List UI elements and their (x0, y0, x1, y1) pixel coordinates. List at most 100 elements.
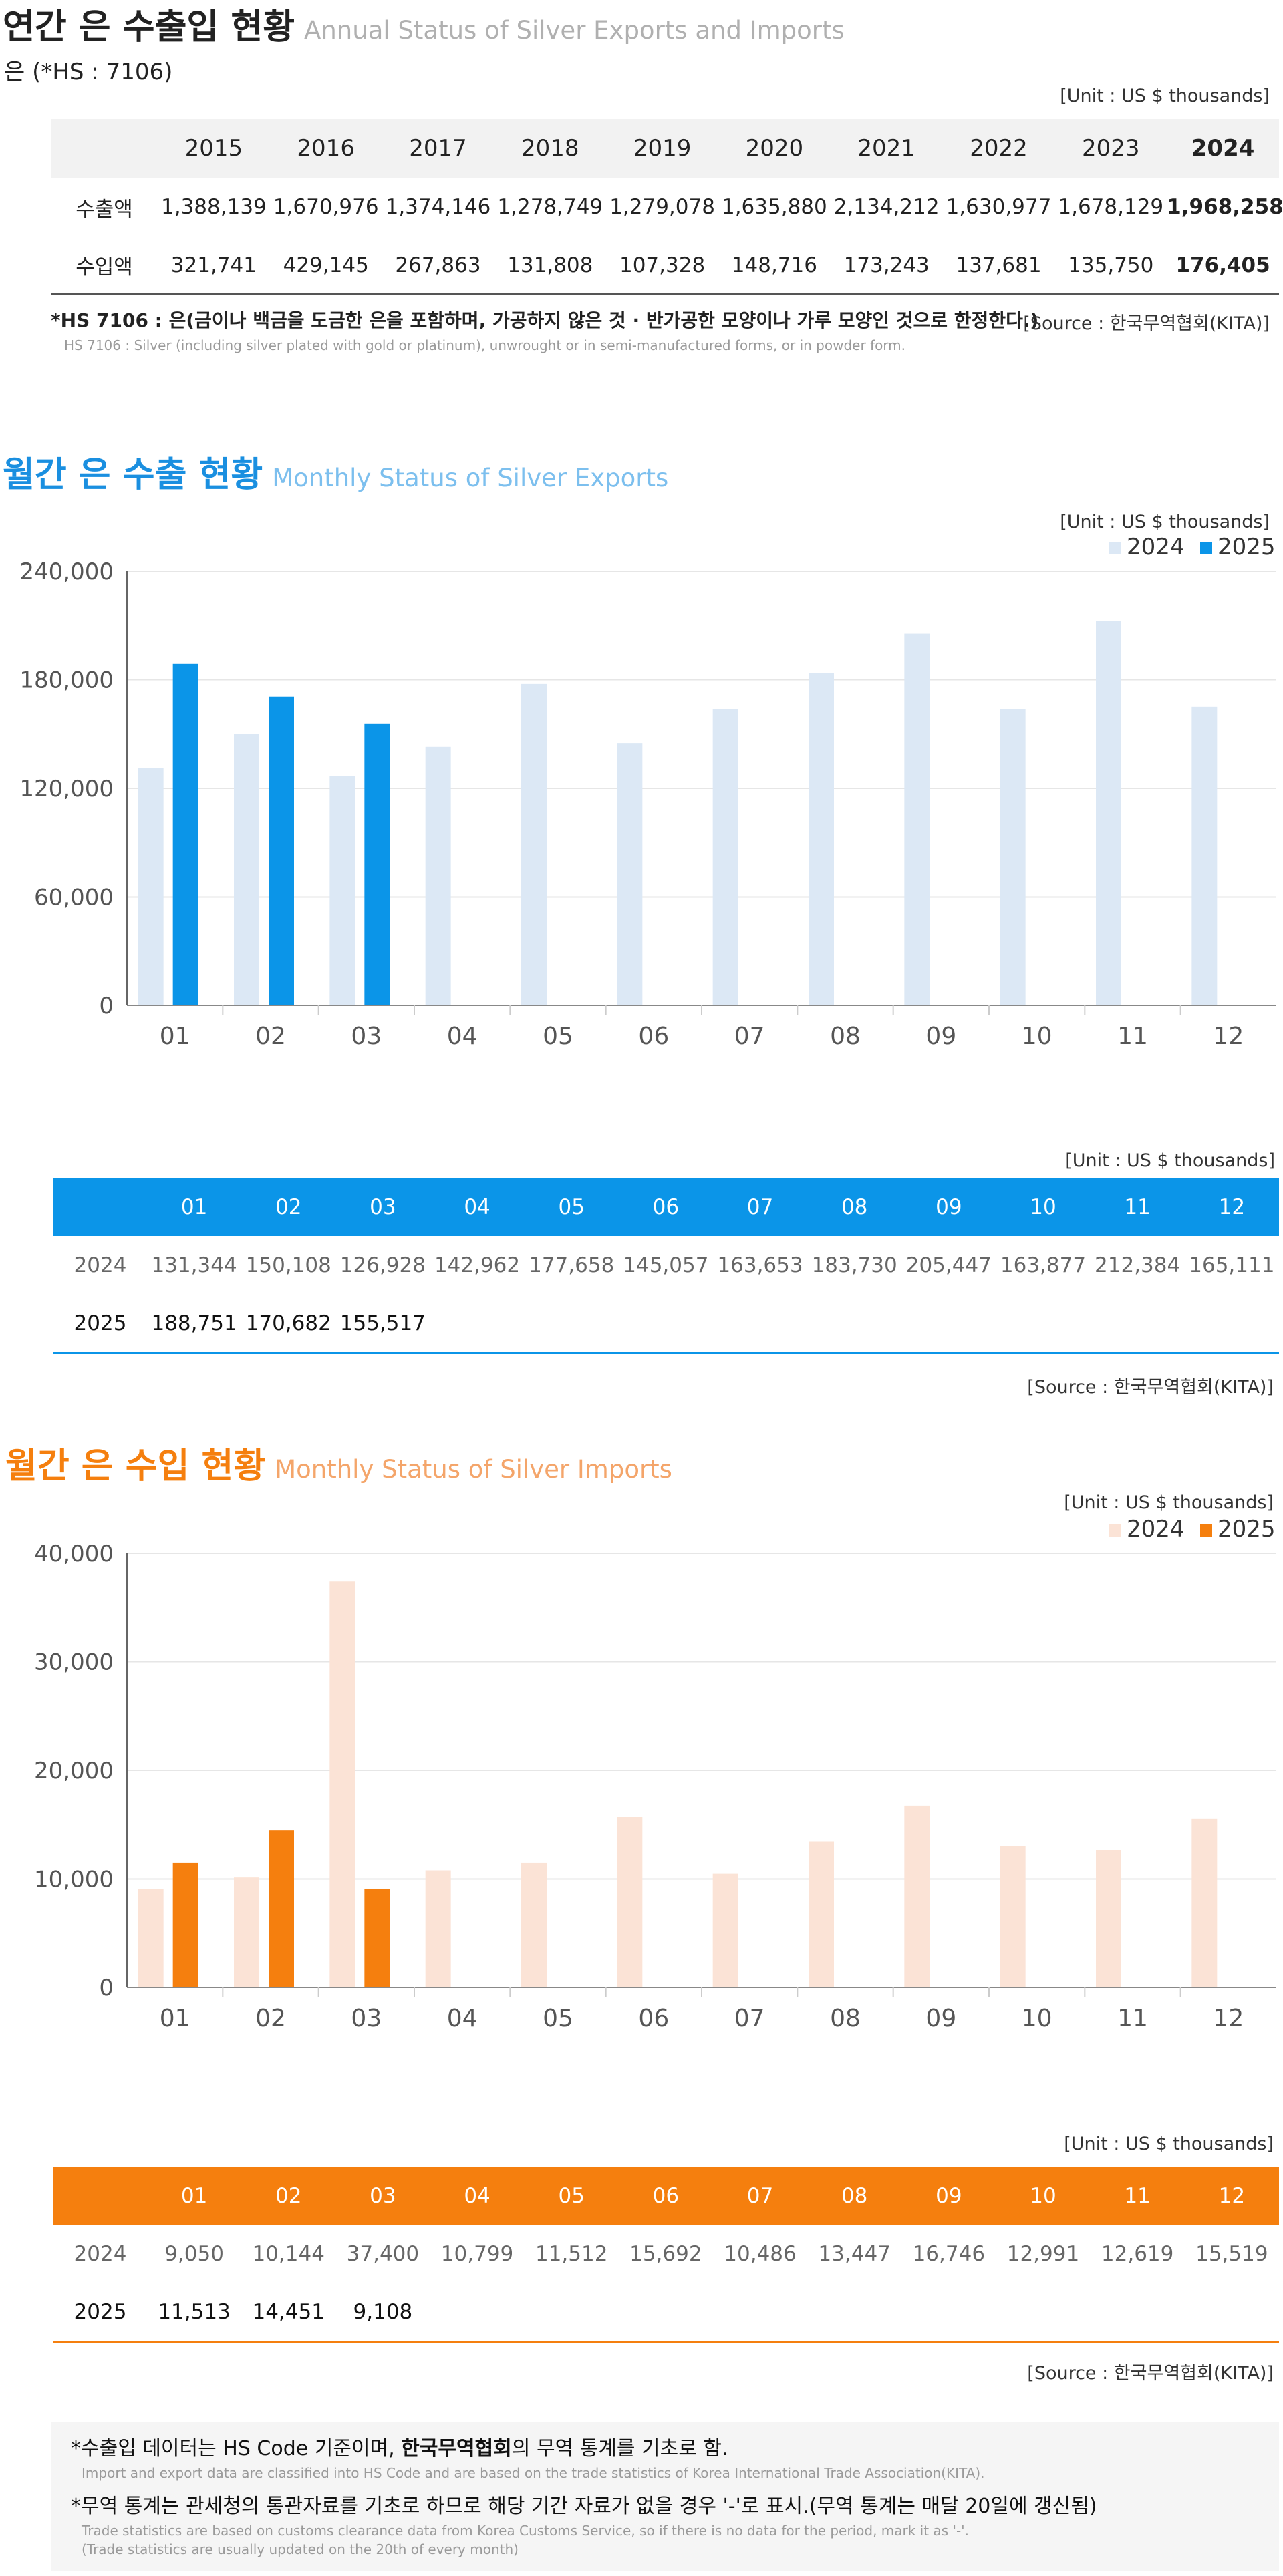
month-header: 10 (996, 1178, 1091, 1236)
table-cell: 11,513 (158, 2300, 231, 2324)
row-label: 2025 (74, 2300, 127, 2324)
table-cell: 16,746 (912, 2242, 986, 2266)
table-row: 2025 11,513 14,451 9,108 (53, 2283, 1279, 2342)
table-row: 2024 131,344 150,108 126,928 142,962 177,658 1… (53, 1236, 1279, 1295)
x-tick-label: 11 (1117, 2005, 1148, 2032)
year-header: 2017 (382, 119, 494, 178)
month-header: 02 (241, 1178, 336, 1236)
legend-label-2025: 2025 (1218, 534, 1276, 560)
table-cell (525, 2283, 619, 2342)
table-cell: 1,678,129 (1058, 195, 1164, 219)
x-tick-label: 07 (734, 1023, 765, 1050)
bar-2024-09 (904, 1805, 930, 1987)
bar-2025-02 (269, 1830, 294, 1987)
table-cell (1185, 2283, 1279, 2342)
x-tick-label: 10 (1022, 2005, 1052, 2032)
annual-title-ko: 연간 은 수출입 현황 (3, 7, 295, 47)
month-header: 08 (807, 1178, 902, 1236)
month-header: 02 (241, 2167, 336, 2225)
table-cell: 177,658 (529, 1253, 615, 1277)
month-header: 11 (1090, 2167, 1185, 2225)
row-label: 수입액 (51, 236, 158, 295)
table-cell: 11,512 (535, 2242, 608, 2266)
table-cell: 205,447 (905, 1253, 992, 1277)
note-2-en2: (Trade statistics are usually updated on… (82, 2541, 519, 2557)
x-tick-label: 04 (447, 2005, 478, 2032)
table-row: 수입액 321,741 429,145 267,863 131,808 107,… (51, 236, 1279, 295)
x-tick-label: 08 (830, 1023, 861, 1050)
import-table-header: 01 02 03 04 05 06 07 08 09 10 11 12 (53, 2167, 1279, 2225)
x-tick-label: 04 (447, 1023, 478, 1050)
export-title-ko: 월간 은 수출 현황 (3, 455, 263, 495)
table-cell: 145,057 (623, 1253, 709, 1277)
annual-footnote: *HS 7106 : 은(금이나 백금을 도금한 은을 포함하며, 가공하지 않… (51, 309, 1039, 331)
x-tick-label: 01 (160, 2005, 190, 2032)
month-header: 01 (147, 2167, 242, 2225)
table-cell: 148,716 (718, 236, 831, 295)
bar-2025-02 (269, 696, 294, 1005)
row-label: 수출액 (76, 197, 133, 222)
month-header: 09 (901, 2167, 996, 2225)
note-1-en: Import and export data are classified in… (82, 2465, 985, 2481)
table-cell: 135,750 (1054, 236, 1167, 295)
x-tick-label: 12 (1213, 1023, 1244, 1050)
x-tick-label: 05 (543, 2005, 573, 2032)
table-cell: 14,451 (252, 2300, 325, 2324)
import-title: 월간 은 수입 현황 Monthly Status of Silver Impor… (5, 1438, 672, 1488)
x-tick-label: 08 (830, 2005, 861, 2032)
legend-label-2024: 2024 (1127, 1516, 1185, 1543)
table-cell: 12,619 (1101, 2242, 1174, 2266)
x-tick-label: 11 (1117, 1023, 1148, 1050)
x-tick-label: 06 (638, 1023, 669, 1050)
note-1-post: 의 무역 통계를 기초로 함. (511, 2437, 728, 2460)
bar-2024-09 (904, 633, 930, 1005)
row-label: 2025 (74, 1311, 127, 1335)
table-cell: 1,635,880 (721, 195, 827, 219)
annual-header-blank (51, 119, 158, 178)
export-chart-unit: [Unit : US $ thousands] (1060, 512, 1270, 532)
legend-swatch-2025 (1200, 542, 1212, 554)
month-header: 03 (335, 2167, 430, 2225)
bar-2024-05 (521, 1862, 547, 1987)
bar-2024-12 (1191, 706, 1218, 1005)
table-cell (619, 1295, 713, 1353)
bar-2024-04 (425, 746, 451, 1005)
note-1: *수출입 데이터는 HS Code 기준이며, 한국무역협회의 무역 통계를 기… (71, 2432, 728, 2461)
bar-2024-04 (425, 1870, 451, 1987)
table-cell: 12,991 (1006, 2242, 1080, 2266)
annual-footnote-en: HS 7106 : Silver (including silver plate… (64, 337, 906, 353)
legend-label-2025: 2025 (1218, 1516, 1276, 1543)
table-cell (713, 2283, 807, 2342)
annual-title: 연간 은 수출입 현황 Annual Status of Silver Expor… (3, 0, 845, 49)
table-cell: 10,144 (252, 2242, 325, 2266)
export-table-unit: [Unit : US $ thousands] (1065, 1150, 1275, 1171)
y-tick-label: 10,000 (34, 1867, 114, 1893)
bar-2025-03 (364, 723, 390, 1005)
table-cell (996, 2283, 1090, 2342)
table-cell: 163,877 (1000, 1253, 1087, 1277)
table-cell: 170,682 (245, 1311, 331, 1335)
table-cell: 429,145 (269, 236, 382, 295)
y-tick-label: 0 (99, 1975, 114, 2001)
y-tick-label: 240,000 (19, 558, 114, 585)
import-chart-unit: [Unit : US $ thousands] (1064, 1492, 1274, 1513)
bar-2024-03 (329, 1581, 355, 1987)
table-cell: 321,741 (158, 236, 270, 295)
bar-2024-10 (1000, 709, 1026, 1005)
table-cell: 183,730 (811, 1253, 897, 1277)
row-label: 2024 (74, 1253, 127, 1277)
note-1-pre: *수출입 데이터는 HS Code 기준이며, (71, 2437, 402, 2460)
table-cell: 188,751 (151, 1311, 237, 1335)
y-tick-label: 30,000 (34, 1649, 114, 1676)
legend-swatch-2025 (1200, 1524, 1212, 1537)
x-tick-label: 03 (351, 1023, 382, 1050)
x-tick-label: 09 (925, 2005, 956, 2032)
bar-2024-06 (617, 743, 643, 1005)
month-header: 07 (712, 1178, 808, 1236)
month-header: 01 (147, 1178, 242, 1236)
table-cell (430, 2283, 524, 2342)
table-cell: 10,486 (724, 2242, 797, 2266)
bar-2025-01 (172, 663, 198, 1005)
table-cell: 1,374,146 (385, 195, 491, 219)
note-2-en: Trade statistics are based on customs cl… (82, 2523, 970, 2539)
